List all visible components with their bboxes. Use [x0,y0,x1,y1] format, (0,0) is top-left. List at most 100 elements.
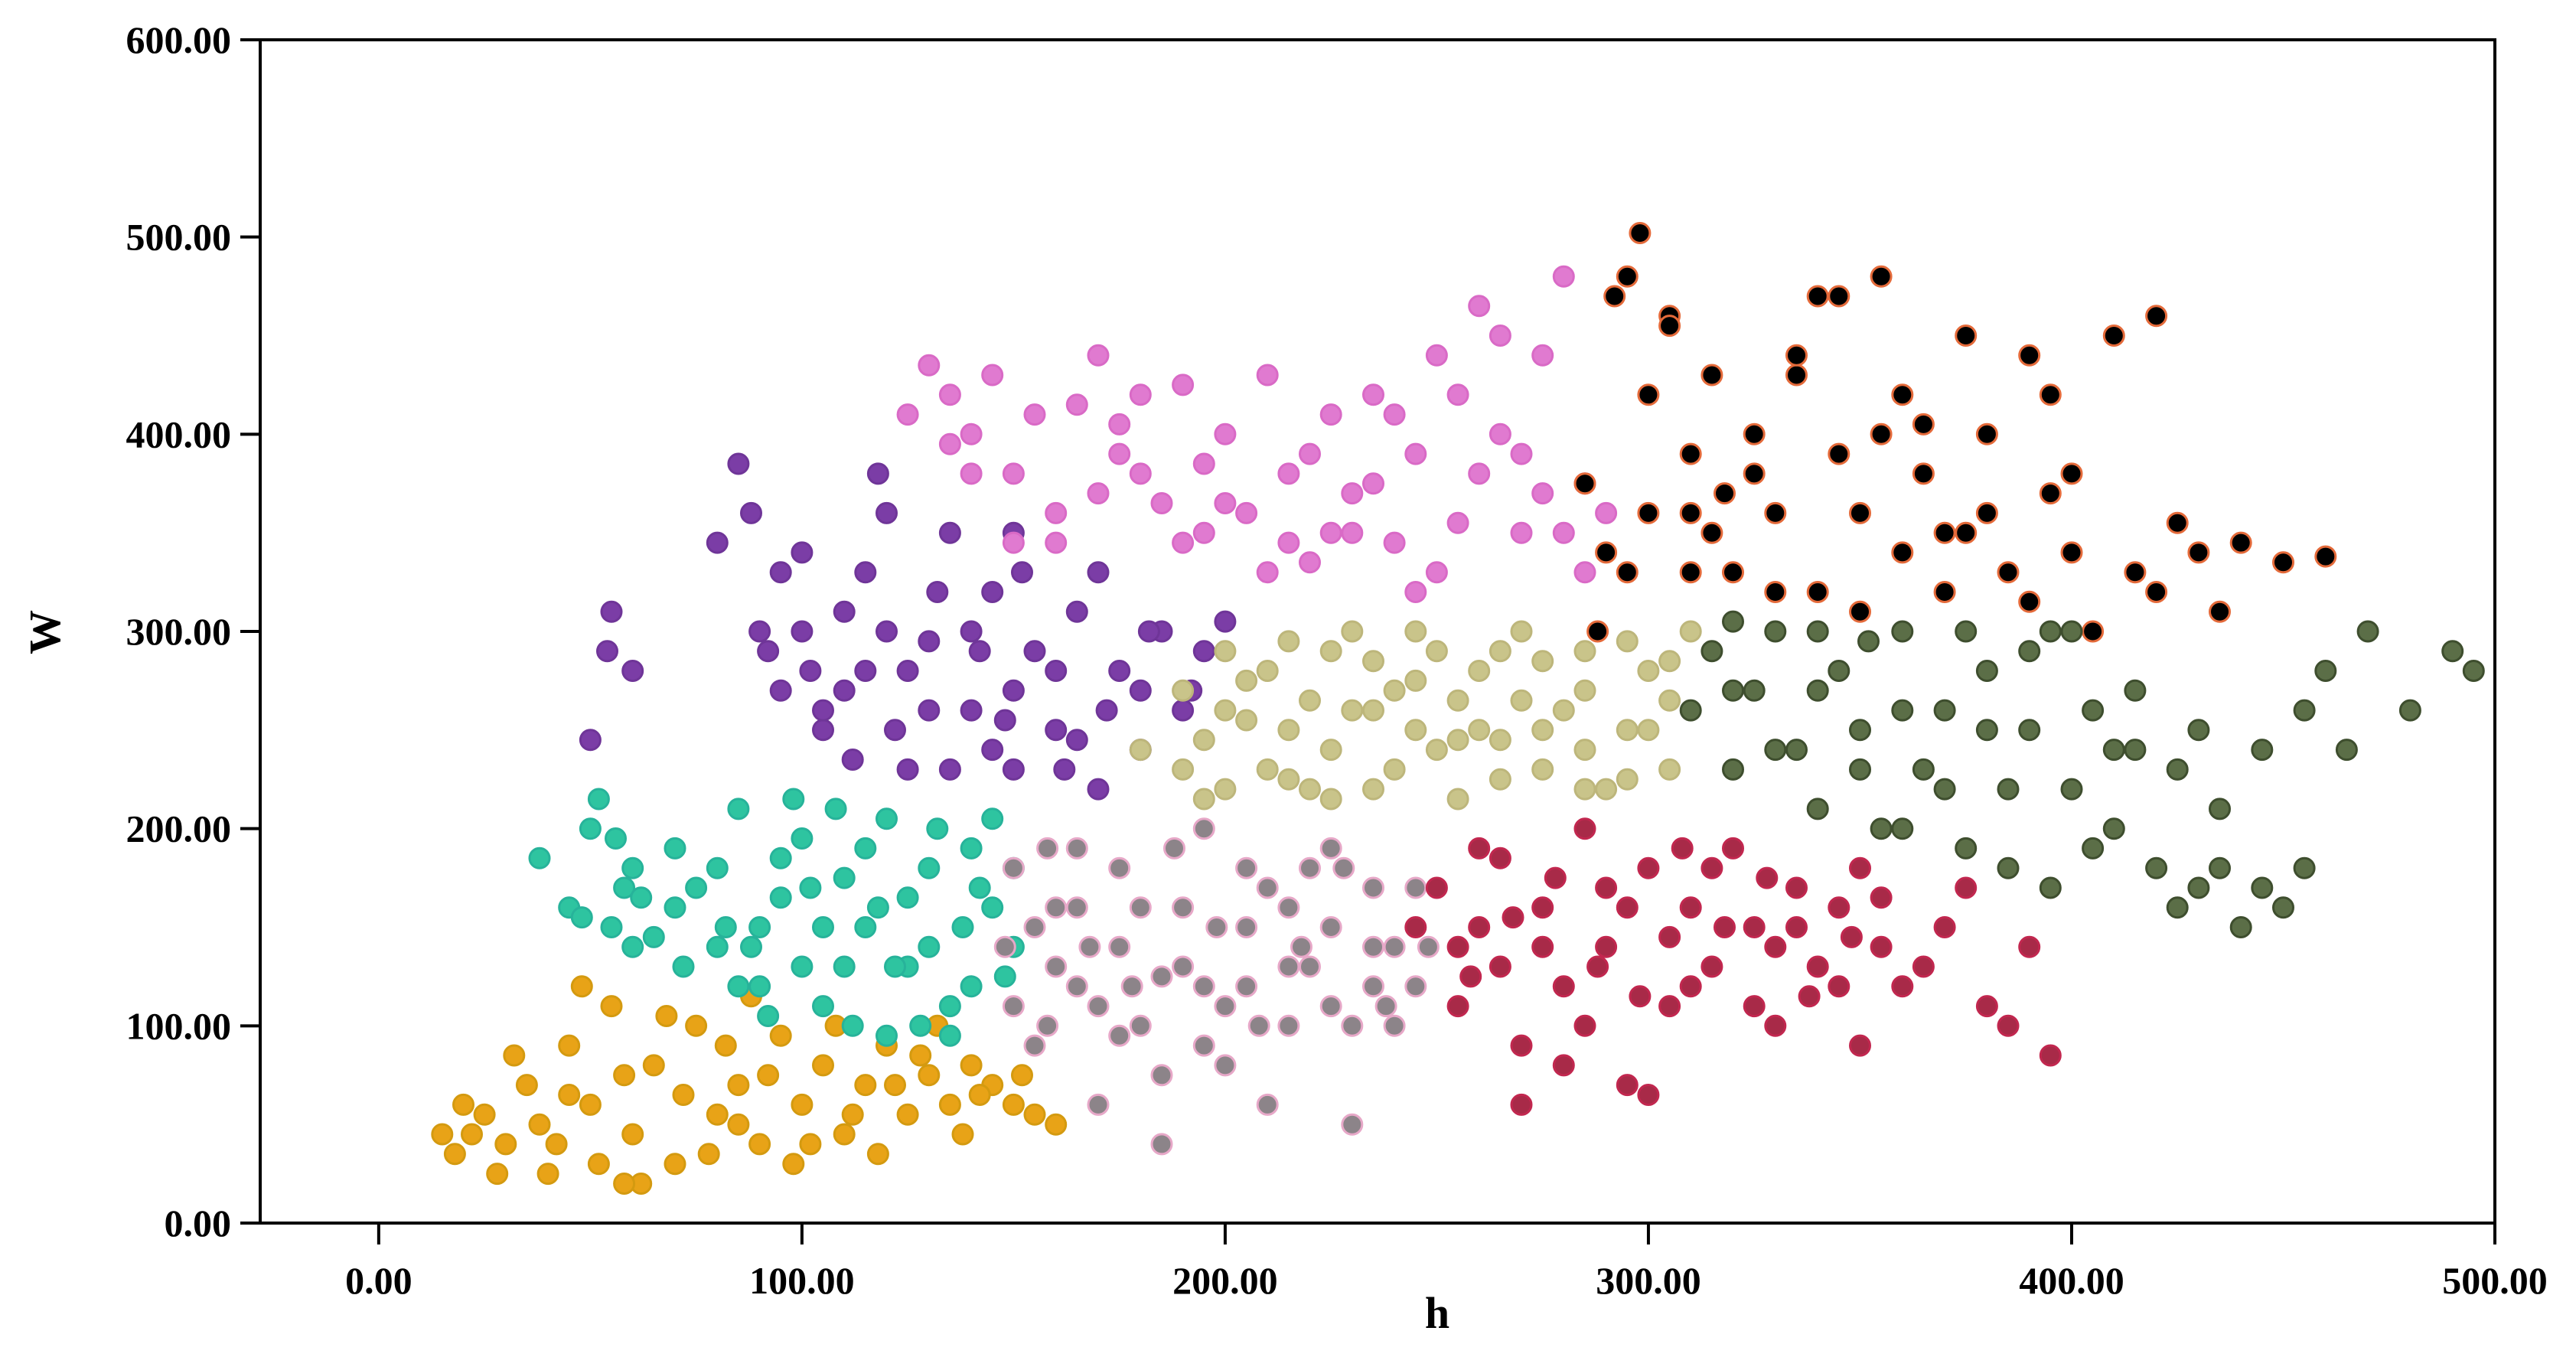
scatter-point [1681,444,1700,464]
scatter-point [1808,799,1828,819]
scatter-point [1342,621,1362,641]
scatter-point [1871,266,1891,286]
scatter-point [1012,563,1032,582]
scatter-point [1003,759,1023,779]
scatter-point [2210,858,2230,878]
scatter-point [1173,680,1193,700]
scatter-point [1808,582,1828,602]
scatter-point [1173,375,1193,395]
scatter-point [615,1065,634,1085]
scatter-point [1850,720,1870,740]
scatter-point [1152,494,1172,514]
scatter-point [1088,997,1108,1016]
scatter-point [877,621,897,641]
scatter-point [1194,641,1214,661]
scatter-point [1533,937,1553,957]
scatter-point [1723,759,1743,779]
scatter-point [1334,858,1354,878]
scatter-point [911,1016,931,1036]
scatter-point [1194,977,1214,997]
scatter-point [580,730,600,750]
scatter-point [2104,740,2124,760]
scatter-point [1554,523,1573,543]
scatter-point [1448,997,1468,1016]
scatter-point [1194,523,1214,543]
scatter-point [771,1026,791,1045]
scatter-point [1025,1036,1045,1055]
scatter-point [1702,523,1722,543]
scatter-point [1321,997,1341,1016]
scatter-point [2020,641,2040,661]
scatter-point [1511,444,1531,464]
scatter-point [1384,759,1404,779]
scatter-point [814,720,833,740]
scatter-point [2083,700,2103,720]
scatter-point [868,1144,888,1164]
scatter-point [2147,858,2167,878]
scatter-point [970,1085,990,1105]
scatter-point [729,799,748,819]
scatter-point [1088,563,1108,582]
scatter-point [1025,918,1045,938]
scatter-point [1617,720,1637,740]
scatter-point [1321,838,1341,858]
scatter-point [1237,670,1257,690]
scatter-point [898,759,918,779]
scatter-point [1744,997,1764,1016]
y-tick-label: 400.00 [126,413,232,455]
scatter-point [1110,414,1130,434]
scatter-point [602,602,621,621]
scatter-point [1067,730,1087,750]
scatter-point [1533,898,1553,918]
scatter-point [1639,1085,1658,1105]
scatter-point [1639,385,1658,405]
scatter-point [1003,858,1023,878]
scatter-point [834,868,854,888]
scatter-point [2125,740,2145,760]
scatter-point [1787,740,1807,760]
scatter-point [1406,444,1426,464]
scatter-point [1596,543,1616,563]
series-8 [1406,819,2061,1115]
scatter-point [868,898,888,918]
scatter-point [559,1036,579,1055]
scatter-point [961,1055,981,1075]
scatter-point [1364,878,1384,898]
scatter-point [814,997,833,1016]
scatter-point [572,977,592,997]
scatter-point [834,602,854,621]
scatter-point [1237,710,1257,730]
scatter-point [771,848,791,868]
scatter-point [1893,543,1912,563]
scatter-point [1215,997,1235,1016]
scatter-point [801,878,820,898]
scatter-point [834,1124,854,1144]
scatter-point [2062,779,2082,799]
scatter-point [530,848,549,868]
scatter-point [2167,513,2187,533]
scatter-point [750,1134,770,1154]
scatter-point [1799,987,1819,1006]
scatter-point [1757,868,1777,888]
scatter-point [1702,858,1722,878]
scatter-point [1207,918,1227,938]
scatter-point [1376,997,1396,1016]
scatter-point [2104,326,2124,346]
scatter-point [1067,395,1087,415]
scatter-point [1850,602,1870,621]
scatter-point [1554,1055,1573,1075]
scatter-point [1003,680,1023,700]
scatter-point [1787,345,1807,365]
scatter-point [961,838,981,858]
scatter-point [1681,977,1700,997]
scatter-point [1533,720,1553,740]
scatter-point [1639,720,1658,740]
scatter-point [1300,779,1320,799]
scatter-point [2083,621,2103,641]
scatter-point [1173,759,1193,779]
scatter-point [1998,779,2018,799]
scatter-point [1321,918,1341,938]
scatter-point [1723,563,1743,582]
scatter-point [1427,345,1446,365]
